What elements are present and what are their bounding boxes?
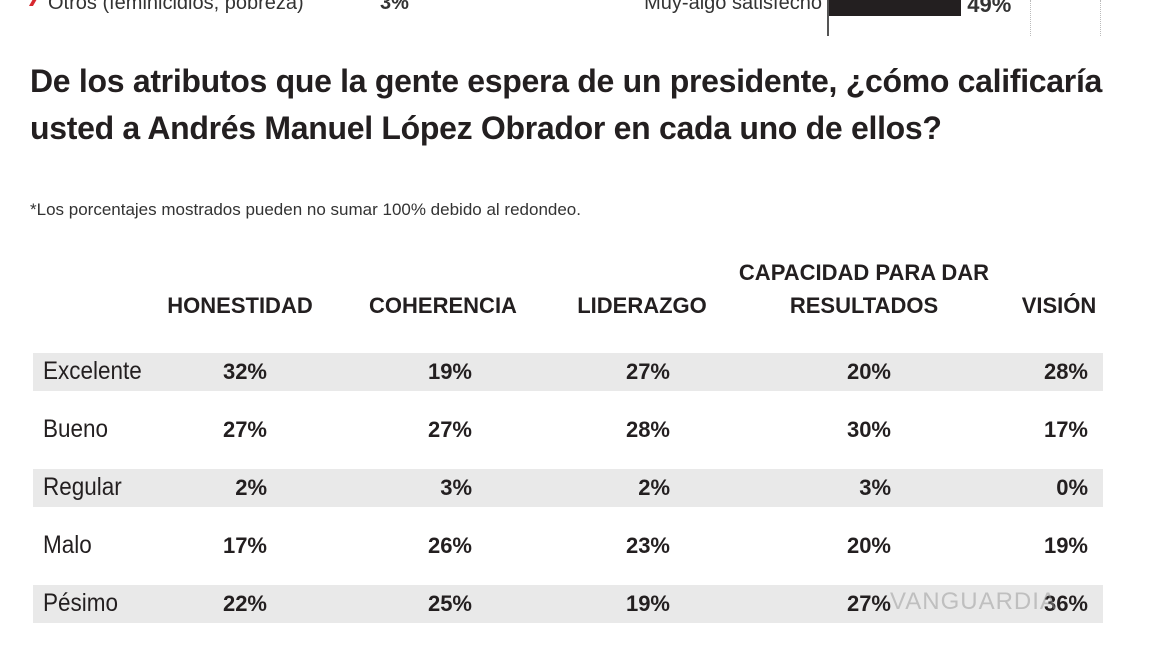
top-right-label: Muy-algo satisfecho <box>644 0 822 14</box>
cell: 17% <box>222 533 267 558</box>
cell: 36% <box>1043 591 1088 616</box>
top-left-label: Otros (feminicidios, pobreza) <box>48 0 304 14</box>
row-label: Excelente <box>43 357 142 385</box>
row-band <box>33 585 1103 623</box>
cell: 19% <box>625 591 670 616</box>
grid-line <box>1100 0 1101 36</box>
cell: 17% <box>1043 417 1088 442</box>
watermark: VANGUARDIA <box>890 588 1057 615</box>
cell: 28% <box>625 417 670 442</box>
cell: 27% <box>625 359 670 384</box>
cell: 2% <box>235 475 267 500</box>
cell: 2% <box>638 475 670 500</box>
cell: 20% <box>846 533 891 558</box>
cell: 32% <box>222 359 267 384</box>
cell: 27% <box>846 591 891 616</box>
top-left-value: 3% <box>380 0 409 14</box>
row-band <box>33 469 1103 507</box>
row-label: Malo <box>43 531 92 559</box>
column-header: COHERENCIA <box>369 293 517 318</box>
cell: 28% <box>1043 359 1088 384</box>
row-band <box>33 353 1103 391</box>
grid-line <box>1030 0 1031 36</box>
footnote: *Los porcentajes mostrados pueden no sum… <box>30 200 581 219</box>
cell: 20% <box>846 359 891 384</box>
bar <box>829 0 962 16</box>
cell: 22% <box>222 591 267 616</box>
column-header: CAPACIDAD PARA DAR RESULTADOS <box>738 260 990 318</box>
cell: 19% <box>427 359 472 384</box>
cell: 30% <box>846 417 891 442</box>
bar-label: 49% <box>967 0 1012 17</box>
cell: 26% <box>427 533 472 558</box>
row-label: Pésimo <box>43 589 119 617</box>
axis-line <box>827 0 829 36</box>
cell: 3% <box>859 475 891 500</box>
cell: 25% <box>427 591 472 616</box>
column-header: HONESTIDAD <box>167 293 313 318</box>
title: De los atributos que la gente espera de … <box>30 63 1103 146</box>
cell: 3% <box>440 475 472 500</box>
cell: 27% <box>222 417 267 442</box>
cell: 23% <box>625 533 670 558</box>
column-header: VISIÓN <box>1021 293 1097 318</box>
cell: 0% <box>1056 475 1088 500</box>
row-label: Bueno <box>43 415 109 443</box>
column-header: LIDERAZGO <box>577 293 707 318</box>
cell: 27% <box>427 417 472 442</box>
cell: 19% <box>1043 533 1088 558</box>
row-label: Regular <box>43 473 122 501</box>
